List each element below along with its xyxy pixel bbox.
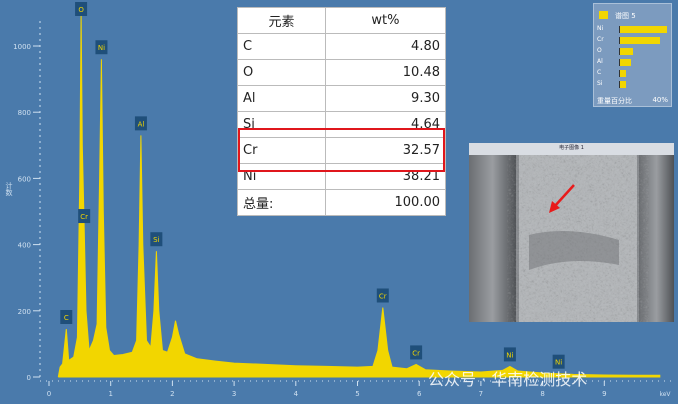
peak-label-box: [78, 209, 91, 224]
peak-label-box: [134, 116, 147, 131]
x-axis-label: keV: [659, 391, 671, 398]
x-tick-label: 7: [479, 390, 483, 398]
x-tick-label: 8: [540, 390, 544, 398]
peak-label: Ni: [506, 351, 513, 359]
peak-label: Ni: [98, 44, 105, 52]
x-tick-label: 1: [108, 390, 112, 398]
y-tick-label: 200: [18, 308, 31, 316]
legend-scale: 40%: [652, 96, 668, 104]
peak-label-box: [75, 2, 88, 16]
arrow-icon: [553, 184, 575, 208]
sem-image: 电子图像 1: [469, 143, 674, 322]
table-row: C 4.80: [237, 33, 447, 60]
legend-bar: [619, 81, 626, 88]
peak-label-box: [60, 310, 73, 325]
peak-label-box: [95, 40, 108, 55]
peak-label-box: [376, 288, 389, 303]
table-header: 元素 wt%: [237, 7, 447, 34]
x-tick-label: 4: [294, 390, 299, 398]
sem-title: 电子图像 1: [559, 145, 584, 151]
peak-label: Al: [138, 120, 145, 128]
peak-label-box: [150, 232, 163, 247]
legend-swatch: [599, 11, 608, 19]
legend-bar: [619, 59, 632, 66]
legend-bar: [619, 26, 667, 33]
x-tick-label: 9: [602, 390, 606, 398]
legend-footer: 重量百分比: [597, 97, 632, 105]
highlight-box: [238, 128, 445, 172]
spectrum-series: [57, 9, 661, 378]
peak-label-box: [503, 347, 516, 362]
peak-label: Cr: [80, 213, 88, 221]
legend-bar: [619, 48, 633, 55]
legend: 谱图 5 Ni Cr O Al C Si 重量百分比 40%: [593, 3, 672, 107]
x-tick-label: 2: [170, 390, 174, 398]
peak-label: Cr: [379, 292, 387, 300]
y-tick-label: 1000: [13, 43, 31, 51]
y-tick-label: 0: [27, 374, 31, 382]
y-tick-label: 800: [18, 109, 31, 117]
peak-label-box: [552, 354, 565, 369]
sem-micrograph: [469, 155, 674, 322]
peak-label: Si: [153, 236, 159, 244]
peak-label: O: [78, 6, 84, 14]
y-axis-label: 计数: [5, 182, 13, 196]
legend-series: 谱图 5: [615, 12, 636, 20]
legend-bar-label: Cr: [597, 36, 604, 43]
x-tick-label: 5: [355, 390, 359, 398]
legend-bar-label: Si: [597, 80, 603, 87]
legend-bar-label: Al: [597, 58, 603, 65]
composition-table: 元素 wt% C 4.80 O 10.48 Al 9.30 Si 4.64 Cr 32.57…: [237, 7, 447, 216]
legend-bar: [619, 37, 660, 44]
legend-bar-label: O: [597, 47, 602, 54]
legend-bar-label: Ni: [597, 25, 604, 32]
table-row: Si 4.64: [237, 111, 447, 138]
watermark: 公众号 · 华南检测技术: [428, 370, 588, 389]
x-tick-label: 0: [47, 390, 51, 398]
table-row: O 10.48: [237, 59, 447, 86]
peak-label: Ni: [555, 359, 562, 367]
legend-bar: [619, 70, 626, 77]
x-tick-label: 3: [232, 390, 236, 398]
table-row: Al 9.30: [237, 85, 447, 112]
legend-bar-label: C: [597, 69, 602, 76]
x-tick-label: 6: [417, 390, 422, 398]
table-row-total: 总量: 100.00: [237, 189, 447, 216]
y-tick-label: 400: [18, 242, 31, 250]
peak-label: C: [64, 314, 69, 322]
peak-label: Cr: [412, 349, 420, 357]
peak-label-box: [410, 345, 423, 360]
y-tick-label: 600: [18, 175, 31, 183]
